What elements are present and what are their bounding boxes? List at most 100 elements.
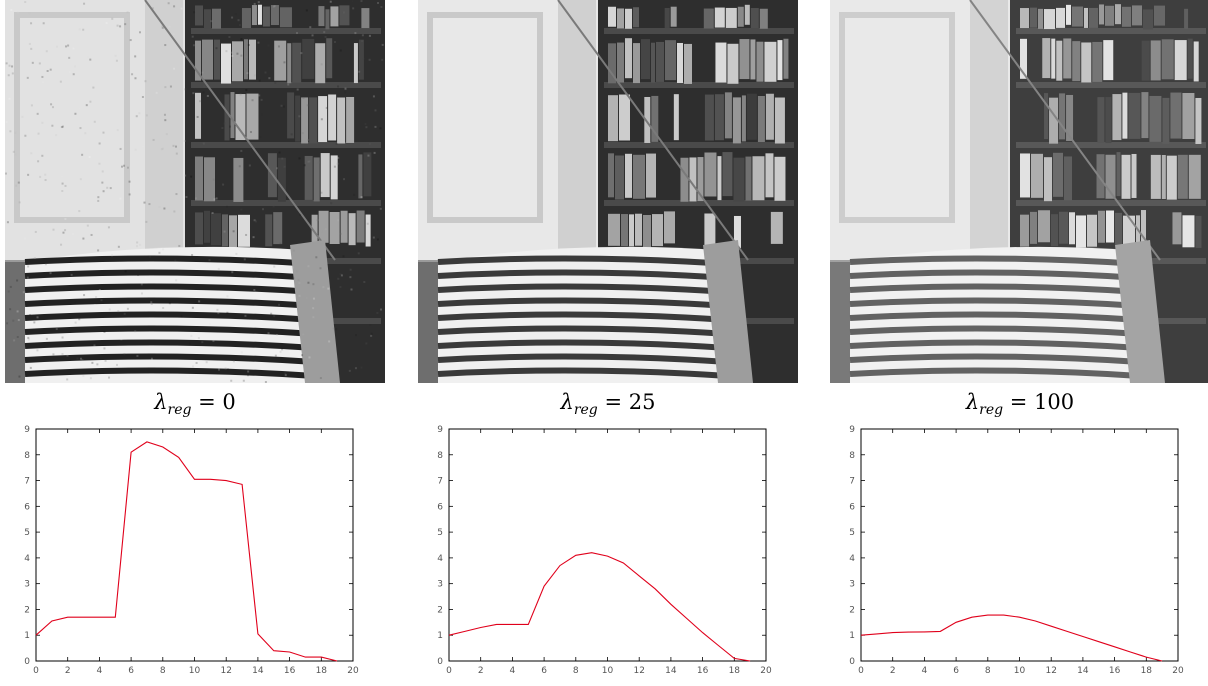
caption-1: λreg = 0 — [5, 390, 385, 418]
noise-speck — [93, 120, 96, 123]
noise-speck — [55, 45, 58, 48]
noise-speck — [50, 103, 53, 106]
noise-speck — [89, 58, 92, 61]
noise-speck — [202, 142, 205, 145]
book — [724, 92, 732, 139]
noise-speck — [145, 114, 148, 117]
noise-speck — [349, 268, 352, 271]
book — [232, 41, 243, 82]
noise-speck — [100, 299, 103, 302]
noise-speck — [79, 178, 82, 181]
noise-speck — [140, 292, 143, 295]
noise-speck — [59, 80, 62, 83]
noise-speck — [6, 221, 9, 224]
book — [741, 95, 746, 142]
book — [1031, 153, 1043, 198]
noise-speck — [117, 310, 120, 313]
book — [244, 39, 248, 80]
noise-speck — [325, 106, 328, 109]
noise-speck — [337, 219, 340, 222]
noise-speck — [234, 13, 237, 16]
noise-speck — [5, 172, 8, 175]
book — [309, 97, 318, 144]
book — [295, 95, 301, 142]
book — [714, 94, 724, 141]
x-tick-label: 8 — [160, 666, 166, 676]
noise-speck — [126, 307, 129, 310]
noise-speck — [373, 151, 376, 154]
noise-speck — [61, 336, 64, 339]
noise-speck — [30, 47, 33, 50]
noise-speck — [336, 162, 339, 165]
noise-speck — [124, 23, 127, 26]
noise-speck — [45, 337, 48, 340]
book — [356, 210, 365, 243]
book — [727, 43, 739, 84]
cloth-stripe — [849, 255, 1141, 267]
noise-speck — [70, 273, 73, 276]
book — [1166, 155, 1177, 200]
noise-speck — [150, 302, 153, 305]
y-tick-label: 7 — [437, 477, 443, 487]
cloth-stripe — [437, 255, 729, 267]
book — [330, 155, 338, 200]
book — [615, 155, 624, 200]
noise-speck — [193, 11, 196, 14]
noise-speck — [303, 164, 306, 167]
noise-speck — [247, 370, 250, 373]
book — [608, 213, 620, 246]
noise-speck — [27, 265, 30, 268]
noise-speck — [232, 360, 235, 363]
noise-speck — [327, 287, 330, 290]
noise-speck — [255, 220, 258, 223]
noise-speck — [252, 236, 255, 239]
noise-speck — [44, 179, 47, 182]
caption-3: λreg = 100 — [830, 390, 1208, 418]
noise-speck — [298, 282, 301, 285]
book — [1030, 7, 1037, 28]
noise-speck — [292, 277, 295, 280]
noise-speck — [215, 197, 218, 200]
noise-speck — [98, 142, 101, 145]
noise-speck — [319, 377, 322, 380]
book — [1096, 154, 1105, 199]
noise-speck — [282, 41, 285, 44]
noise-speck — [197, 337, 200, 340]
noise-speck — [62, 231, 65, 234]
noise-speck — [9, 130, 12, 133]
noise-speck — [212, 339, 215, 342]
shelf-board — [191, 200, 381, 206]
noise-speck — [228, 36, 231, 39]
noise-speck — [60, 243, 63, 246]
cloth-stripe — [24, 311, 316, 323]
book — [715, 42, 727, 83]
book — [313, 157, 320, 202]
book — [635, 213, 642, 246]
noise-speck — [17, 319, 20, 322]
book — [608, 95, 618, 142]
x-tick-label: 2 — [890, 666, 896, 676]
noise-speck — [264, 381, 267, 383]
noise-speck — [68, 71, 71, 74]
noise-speck — [14, 131, 17, 134]
noise-speck — [348, 369, 351, 372]
noise-speck — [319, 267, 322, 270]
noise-speck — [95, 296, 98, 299]
book — [1097, 97, 1105, 144]
noise-speck — [78, 107, 81, 110]
book — [195, 156, 203, 201]
book — [1081, 42, 1092, 83]
noise-speck — [354, 367, 357, 370]
noise-speck — [311, 34, 314, 37]
book — [1177, 154, 1188, 199]
book — [625, 8, 632, 29]
x-tick-label: 6 — [953, 666, 959, 676]
noise-speck — [210, 20, 213, 23]
book — [246, 93, 259, 140]
noise-speck — [374, 109, 377, 112]
book — [646, 153, 656, 198]
book — [328, 94, 337, 141]
noise-speck — [248, 164, 251, 167]
book — [1051, 214, 1058, 247]
noise-speck — [208, 259, 211, 262]
